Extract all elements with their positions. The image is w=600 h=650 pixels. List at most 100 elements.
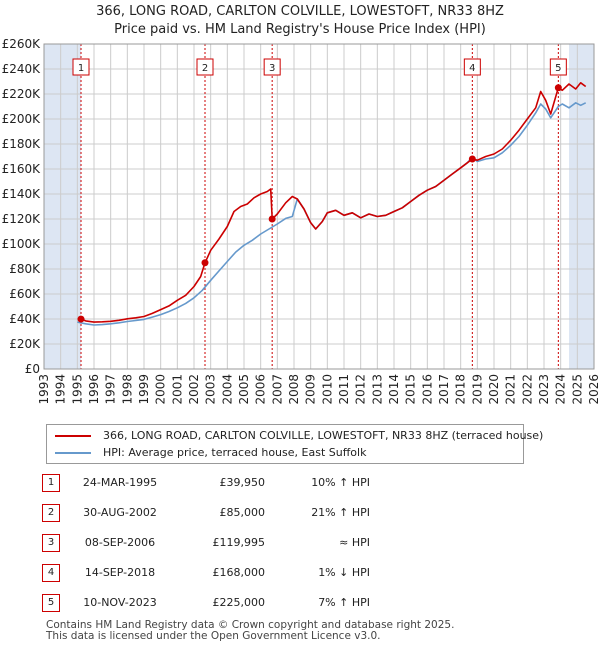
x-tick-label: 2024: [554, 374, 568, 405]
x-tick-label: 2000: [154, 374, 168, 405]
sale-number-badge: 5: [42, 594, 60, 612]
sale-hpi-comparison: 10% ↑ HPI: [311, 476, 370, 489]
table-row: 2 30-AUG-2002 £85,000 21% ↑ HPI: [0, 503, 600, 523]
plot-frame: [43, 43, 595, 370]
sale-label-box: [263, 58, 281, 76]
title-line-2: Price paid vs. HM Land Registry's House …: [114, 22, 486, 37]
y-tick-label: £140K: [2, 187, 42, 201]
sale-number-badge: 1: [42, 474, 60, 492]
legend-label-property: 366, LONG ROAD, CARLTON COLVILLE, LOWEST…: [103, 429, 544, 442]
sale-hpi-comparison: ≈ HPI: [339, 536, 370, 549]
x-tick-label: 2025: [570, 374, 584, 405]
legend-item-property: 366, LONG ROAD, CARLTON COLVILLE, LOWEST…: [55, 428, 543, 444]
x-tick-label: 1993: [37, 374, 51, 405]
sale-number-badge: 2: [42, 504, 60, 522]
y-tick-label: £200K: [2, 112, 42, 126]
sale-label-box: [549, 58, 567, 76]
y-tick-label: £180K: [2, 137, 42, 151]
y-tick-label: £120K: [2, 212, 42, 226]
sale-label-box: [463, 58, 481, 76]
footer-copyright: Contains HM Land Registry data © Crown c…: [46, 619, 455, 631]
x-tick-label: 2026: [587, 374, 600, 405]
sale-label-number: 3: [269, 63, 275, 74]
title-line-1: 366, LONG ROAD, CARLTON COLVILLE, LOWEST…: [96, 4, 504, 19]
axes: £0 £20K £40K £60K £80K £100K £120K £140K £160K £1…: [2, 37, 600, 405]
legend-item-hpi: HPI: Average price, terraced house, East…: [55, 445, 366, 461]
x-tick-label: 2021: [504, 374, 518, 405]
x-tick-label: 2003: [204, 374, 218, 405]
chart-title: 366, LONG ROAD, CARLTON COLVILLE, LOWEST…: [0, 3, 600, 39]
legend-swatch-hpi: [55, 452, 91, 454]
series-lines: [77, 82, 587, 326]
price-chart: £0 £20K £40K £60K £80K £100K £120K £140K £160K £1…: [2, 37, 600, 405]
sale-price: £168,000: [212, 566, 266, 579]
x-tick-label: 2011: [337, 374, 351, 405]
sale-date: 08-SEP-2006: [84, 536, 156, 549]
sale-price: £225,000: [212, 596, 266, 609]
y-tick-label: £160K: [2, 162, 42, 176]
x-tick-label: 1997: [104, 374, 118, 405]
sale-label-number: 4: [469, 63, 475, 74]
sale-point: [468, 155, 476, 163]
sale-price: £85,000: [219, 506, 266, 519]
sale-point: [201, 259, 209, 267]
x-tick-label: 2013: [370, 374, 384, 405]
x-tick-label: 2006: [254, 374, 268, 405]
x-tick-label: 2001: [170, 374, 184, 405]
x-tick-label: 2009: [304, 374, 318, 405]
sale-labels: 1 2 3 4 5: [72, 58, 567, 76]
sale-number-badge: 3: [42, 534, 60, 552]
x-tick-label: 2016: [420, 374, 434, 405]
x-tick-label: 2012: [354, 374, 368, 405]
sale-date: 30-AUG-2002: [83, 506, 157, 519]
footer-licence: This data is licensed under the Open Gov…: [46, 630, 381, 642]
sale-point: [554, 84, 562, 92]
sale-label-box: [196, 58, 214, 76]
property-series-line: [80, 82, 587, 323]
x-tick-label: 1994: [54, 374, 68, 405]
sale-point: [268, 215, 276, 223]
sale-hpi-comparison: 21% ↑ HPI: [311, 506, 370, 519]
y-tick-label: £80K: [9, 262, 41, 276]
x-tick-label: 1999: [137, 374, 151, 405]
y-tick-label: £20K: [9, 337, 41, 351]
table-row: 1 24-MAR-1995 £39,950 10% ↑ HPI: [0, 473, 600, 493]
x-tick-label: 2020: [487, 374, 501, 405]
x-tick-label: 2015: [404, 374, 418, 405]
sale-number-badge: 4: [42, 564, 60, 582]
hpi-series-line: [77, 102, 587, 326]
sale-date: 10-NOV-2023: [83, 596, 157, 609]
sale-hpi-comparison: 7% ↑ HPI: [318, 596, 370, 609]
shaded-periods: [44, 44, 594, 369]
shaded-region: [44, 44, 81, 369]
x-tick-label: 2017: [437, 374, 451, 405]
x-tick-label: 2008: [287, 374, 301, 405]
legend-label-hpi: HPI: Average price, terraced house, East…: [103, 446, 367, 459]
sale-label-number: 2: [202, 63, 208, 74]
x-tick-label: 2022: [520, 374, 534, 405]
sale-points: [77, 84, 562, 323]
sale-label-number: 1: [78, 63, 84, 74]
sale-hpi-comparison: 1% ↓ HPI: [318, 566, 370, 579]
footer: Contains HM Land Registry data © Crown c…: [46, 620, 454, 642]
sale-label-number: 5: [555, 63, 561, 74]
y-tick-label: £240K: [2, 62, 42, 76]
table-row: 3 08-SEP-2006 £119,995 ≈ HPI: [0, 533, 600, 553]
x-tick-label: 2023: [537, 374, 551, 405]
y-tick-label: £100K: [2, 237, 42, 251]
table-row: 5 10-NOV-2023 £225,000 7% ↑ HPI: [0, 593, 600, 613]
y-tick-label: £0: [25, 362, 40, 376]
sale-price: £39,950: [219, 476, 266, 489]
x-tick-label: 2014: [387, 374, 401, 405]
y-tick-label: £40K: [9, 312, 41, 326]
sale-date: 24-MAR-1995: [82, 476, 158, 489]
sale-label-box: [72, 58, 90, 76]
sale-point: [77, 315, 85, 323]
x-tick-label: 2002: [187, 374, 201, 405]
x-tick-label: 2005: [237, 374, 251, 405]
x-tick-label: 1998: [120, 374, 134, 405]
legend-swatch-property: [55, 435, 91, 437]
y-tick-label: £260K: [2, 37, 42, 51]
x-tick-label: 2010: [320, 374, 334, 405]
y-tick-label: £220K: [2, 87, 42, 101]
